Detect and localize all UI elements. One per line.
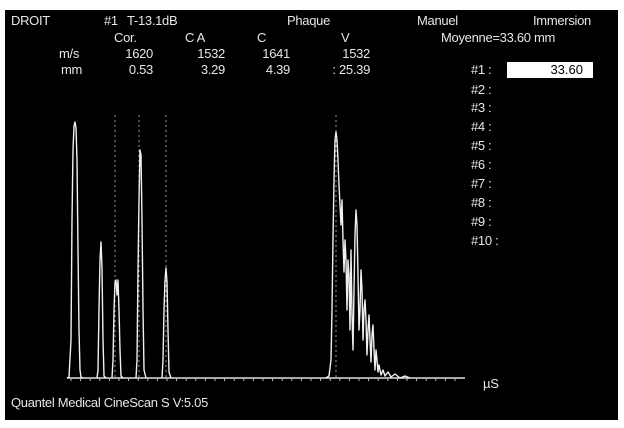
value-length-v: : 25.39 <box>332 62 370 77</box>
ascan-display: DROIT #1 T-13.1dB Phaque Manuel Immersio… <box>5 10 618 420</box>
measurement-label-1: #1 : <box>471 62 492 77</box>
unit-length: mm <box>61 62 83 77</box>
side-label: DROIT <box>11 13 50 28</box>
time-axis-ticks <box>70 378 456 381</box>
measurement-label-9: #9 : <box>471 214 492 229</box>
echo-lens-anterior <box>111 279 124 379</box>
column-header-c: C <box>257 30 267 45</box>
value-velocity-c: 1641 <box>262 46 290 61</box>
gain-value: T-13.1dB <box>127 13 178 28</box>
value-velocity-cor: 1620 <box>125 46 153 61</box>
echo-lens-anterior-small <box>96 241 107 379</box>
measurement-value-selected[interactable]: 33.60 <box>507 62 593 78</box>
measurement-label-3: #3 : <box>471 100 492 115</box>
gate-markers <box>114 115 337 378</box>
echo-retina-sclera <box>325 131 411 379</box>
measurement-label-4: #4 : <box>471 119 492 134</box>
average-label: Moyenne=33.60 mm <box>441 30 556 45</box>
mode-label: Phaque <box>287 13 331 28</box>
column-header-ca: C A <box>185 30 206 45</box>
value-length-ca: 3.29 <box>200 62 225 77</box>
value-length-c: 4.39 <box>265 62 290 77</box>
measurement-label-10: #10 : <box>471 233 499 248</box>
measurement-label-7: #7 : <box>471 176 492 191</box>
value-velocity-v: 1532 <box>342 46 370 61</box>
echo-lens-posterior-2 <box>161 267 172 379</box>
column-header-v: V <box>341 30 350 45</box>
measurement-label-2: #2 : <box>471 82 492 97</box>
measurement-label-8: #8 : <box>471 195 492 210</box>
control-mode-label: Manuel <box>417 13 458 28</box>
echo-lens-posterior <box>135 149 147 379</box>
column-header-cor: Cor. <box>114 30 137 45</box>
echo-corneal <box>66 121 84 379</box>
value-length-cor: 0.53 <box>128 62 153 77</box>
measurement-label-6: #6 : <box>471 157 492 172</box>
ascan-waveform <box>66 115 465 381</box>
measurement-value-1: 33.60 <box>550 62 583 77</box>
value-velocity-ca: 1532 <box>197 46 225 61</box>
technique-label: Immersion <box>533 13 591 28</box>
measurement-label-5: #5 : <box>471 138 492 153</box>
unit-velocity: m/s <box>59 46 80 61</box>
software-version-label: Quantel Medical CineScan S V:5.05 <box>11 395 209 410</box>
probe-number: #1 <box>104 13 118 28</box>
time-unit-label: µS <box>483 376 499 391</box>
